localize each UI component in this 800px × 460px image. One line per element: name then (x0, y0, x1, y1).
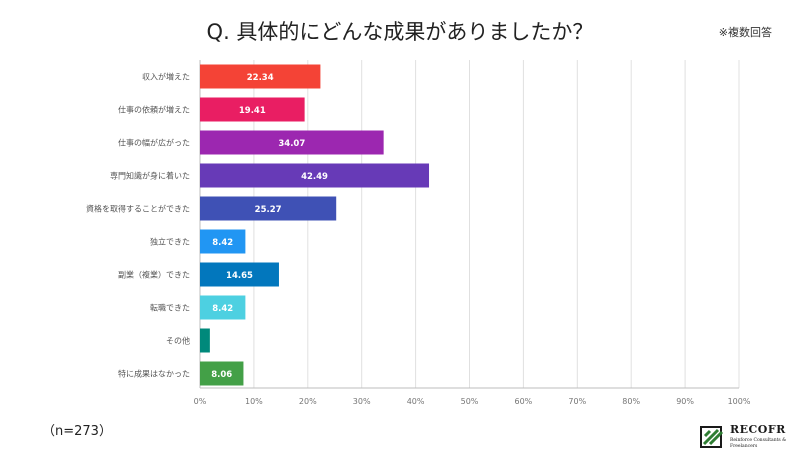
multiple-answer-note: ※複数回答 (718, 26, 772, 39)
x-tick-label: 100% (728, 397, 751, 406)
category-label: その他 (166, 336, 190, 346)
x-tick-label: 50% (461, 397, 479, 406)
bar (200, 130, 384, 155)
x-tick-label: 70% (568, 397, 586, 406)
logo-name: RECOFR (730, 423, 786, 436)
sample-size: （n=273） (42, 424, 112, 439)
bar (200, 229, 246, 254)
logo-tagline: Reinforce Consultants & Freelancers (730, 438, 787, 449)
bar (200, 97, 305, 122)
chart-title: Q. 具体的にどんな成果がありましたか？ (206, 20, 594, 44)
data-label: 22.34 (247, 73, 274, 83)
data-label: 34.07 (278, 139, 305, 149)
data-label: 8.42 (212, 304, 233, 314)
bar (200, 295, 246, 320)
data-label: 8.42 (212, 238, 233, 248)
x-tick-label: 40% (407, 397, 425, 406)
x-tick-label: 30% (353, 397, 371, 406)
bar (200, 328, 210, 353)
x-tick-label: 0% (194, 397, 207, 406)
category-label: 専門知識が身に着いた (110, 171, 190, 181)
data-label: 8.06 (211, 370, 232, 380)
bar (200, 64, 321, 89)
data-label: 19.41 (239, 106, 266, 116)
category-label: 収入が増えた (142, 72, 190, 82)
data-label: 42.49 (301, 172, 328, 182)
category-label: 特に成果はなかった (118, 369, 190, 379)
bar (200, 196, 337, 221)
bar (200, 163, 430, 188)
x-tick-label: 80% (622, 397, 640, 406)
recofr-logo: RECOFR Reinforce Consultants & Freelance… (700, 420, 796, 456)
category-label: 仕事の依頼が増えた (118, 105, 190, 115)
data-label: 14.65 (226, 271, 253, 281)
category-label: 転職できた (150, 304, 190, 313)
category-label: 資格を取得することができた (86, 204, 190, 214)
x-tick-label: 20% (299, 397, 317, 406)
category-label: 独立できた (150, 237, 190, 247)
x-tick-label: 90% (676, 397, 694, 406)
recofr-logo-mark-icon (700, 426, 724, 448)
bar (200, 361, 244, 386)
bar (200, 262, 279, 287)
category-label: 副業（複業）できた (118, 270, 190, 280)
category-label: 仕事の幅が広がった (118, 138, 190, 148)
x-tick-label: 10% (245, 397, 263, 406)
x-tick-label: 60% (515, 397, 533, 406)
data-label: 25.27 (255, 205, 282, 215)
